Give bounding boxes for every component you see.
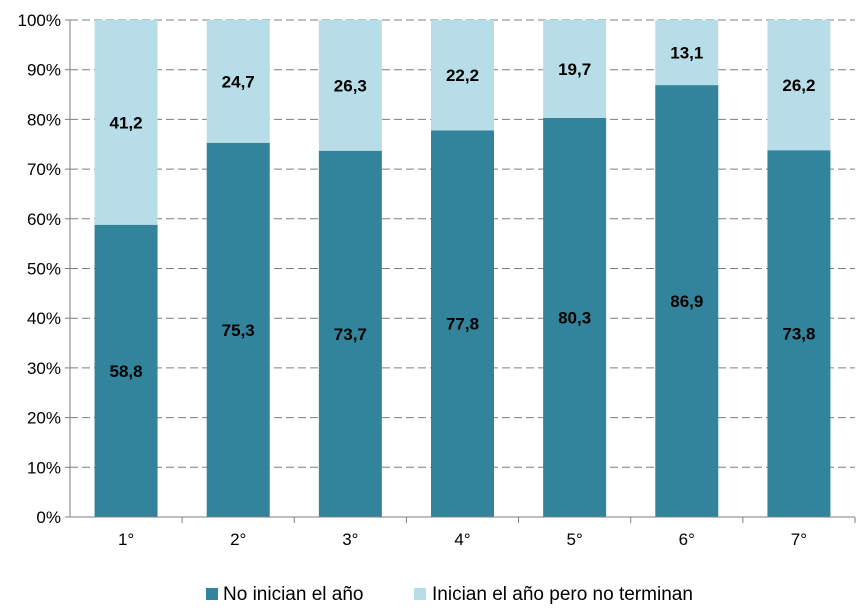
- gridlines: [70, 19, 855, 468]
- legend-label-inician: Inician el año pero no terminan: [432, 584, 693, 605]
- bars: [94, 20, 831, 518]
- bar-segment: [431, 130, 494, 518]
- data-label: 24,7: [222, 72, 255, 91]
- axes: 0% 10% 20% 30% 40% 50% 60% 70% 80% 90% 100% 1° 2° 3° 4…: [18, 11, 856, 549]
- y-tick-label: 100%: [18, 11, 61, 30]
- bar-segment: [206, 142, 270, 517]
- data-label: 86,9: [670, 292, 703, 311]
- data-label: 26,2: [782, 76, 815, 95]
- x-tick-label: 3°: [342, 530, 358, 549]
- y-tick-label: 90%: [27, 61, 61, 80]
- x-tick-label: 5°: [567, 530, 583, 549]
- legend-label-no-inician: No inician el año: [223, 584, 363, 605]
- bar-segment: [767, 150, 831, 518]
- data-label: 41,2: [110, 113, 143, 132]
- legend-swatch-inician: [414, 588, 426, 600]
- data-label: 73,8: [782, 325, 815, 344]
- y-tick-label: 40%: [27, 309, 61, 328]
- data-labels: 58,8 41,2 75,3 24,7 73,7 26,3 77,8 22,2 80,3 19,7…: [110, 44, 816, 381]
- y-tick-label: 70%: [27, 160, 61, 179]
- x-tick-label: 7°: [791, 530, 807, 549]
- y-tick-label: 30%: [27, 359, 61, 378]
- data-label: 73,7: [334, 325, 367, 344]
- bar-segment: [543, 117, 607, 517]
- data-label: 58,8: [110, 362, 143, 381]
- bar-segment: [318, 20, 382, 151]
- data-label: 80,3: [558, 308, 591, 327]
- data-label: 22,2: [446, 66, 479, 85]
- data-label: 77,8: [446, 315, 479, 334]
- bar-segment: [767, 20, 831, 151]
- bar-segment: [94, 20, 158, 225]
- data-label: 26,3: [334, 76, 367, 95]
- bar-segment: [655, 85, 719, 518]
- y-tick-label: 10%: [27, 458, 61, 477]
- bar-segment: [655, 20, 719, 86]
- x-tick-label: 1°: [118, 530, 134, 549]
- bar-segment: [94, 224, 158, 517]
- y-tick-label: 20%: [27, 409, 61, 428]
- y-tick-label: 50%: [27, 260, 61, 279]
- bar-segment: [318, 150, 382, 517]
- y-tick-label: 0%: [36, 508, 61, 527]
- y-tick-label: 60%: [27, 210, 61, 229]
- x-tick-label: 6°: [679, 530, 695, 549]
- bar-segment: [206, 20, 270, 143]
- data-label: 75,3: [222, 321, 255, 340]
- x-tick-label: 2°: [230, 530, 246, 549]
- data-label: 13,1: [670, 44, 703, 63]
- legend: No inician el año Inician el año pero no…: [206, 584, 693, 605]
- x-tick-label: 4°: [454, 530, 470, 549]
- bar-segment: [543, 20, 607, 118]
- legend-swatch-no-inician: [206, 588, 218, 600]
- bar-segment: [431, 20, 494, 131]
- data-label: 19,7: [558, 60, 591, 79]
- y-tick-label: 80%: [27, 110, 61, 129]
